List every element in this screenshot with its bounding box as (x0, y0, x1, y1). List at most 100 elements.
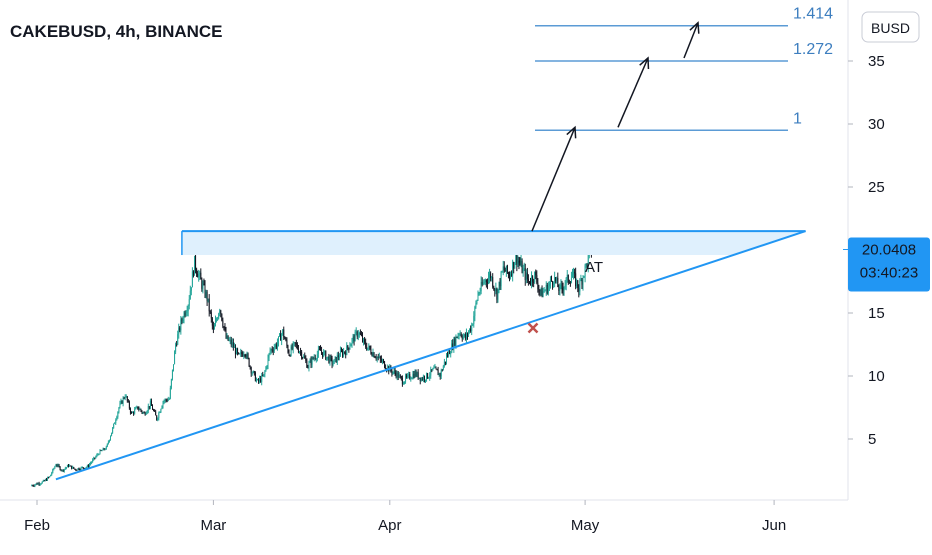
candle-body (263, 374, 265, 376)
candle-body (150, 400, 152, 406)
price-tick-label: 15 (868, 305, 885, 322)
candle-body (291, 346, 293, 350)
candle-body (144, 413, 146, 415)
candle-body (357, 334, 359, 337)
candle-body (574, 271, 576, 274)
arrow-head-icon (689, 21, 700, 34)
candle-body (462, 336, 464, 339)
candle-body (441, 370, 443, 372)
candle-body (218, 313, 220, 319)
candle-body (406, 375, 408, 377)
currency-badge[interactable] (861, 11, 920, 43)
candle-body (335, 356, 337, 363)
candle-body (336, 355, 338, 363)
candle-body (51, 472, 53, 475)
time-axis[interactable]: Feb Mar Apr May Jun (24, 500, 786, 534)
candle-body (164, 399, 166, 402)
candle-body (156, 415, 158, 421)
candle-body (326, 357, 328, 360)
candle-body (456, 336, 458, 338)
candle-body (242, 354, 244, 357)
candle-body (356, 331, 358, 337)
candle-body (442, 366, 444, 371)
candle-body (42, 480, 44, 482)
candle-body (305, 358, 307, 361)
candle-body (355, 331, 357, 333)
arrow-shaft (617, 57, 649, 128)
candle-body (396, 372, 398, 377)
candle-body (121, 400, 123, 404)
candle-body (299, 351, 300, 353)
candle-body (162, 401, 164, 407)
candle-body (155, 411, 157, 416)
candle-body (68, 465, 69, 467)
candle-body (284, 337, 286, 340)
candle-body (302, 357, 304, 359)
candle-body (366, 346, 368, 350)
candle-body (217, 318, 219, 320)
candle-body (159, 412, 161, 414)
candle-body (413, 373, 415, 378)
candle-body (203, 283, 205, 285)
candle-body (190, 287, 192, 291)
candle-body (313, 357, 315, 359)
candle-body (538, 289, 540, 291)
candle-body (254, 372, 256, 382)
candle-body (264, 371, 266, 375)
candle-body (552, 281, 554, 285)
candle-body (461, 336, 463, 339)
candle-body (582, 276, 584, 285)
candle-body (253, 371, 255, 373)
candle-body (58, 464, 60, 467)
candle-body (143, 412, 145, 414)
candle-body (204, 284, 206, 297)
candle-body (393, 370, 395, 372)
candle-body (188, 299, 190, 306)
candle-body (194, 255, 195, 276)
candle-body (103, 448, 105, 450)
candle-body (244, 354, 246, 356)
candle-body (272, 350, 274, 352)
candle-body (285, 339, 287, 341)
support-trendline[interactable] (55, 230, 806, 481)
candle-body (479, 291, 481, 294)
candle-body (459, 333, 461, 335)
candle-body (411, 378, 413, 380)
candle-body (207, 298, 209, 301)
candle-body (180, 319, 182, 331)
price-axis[interactable]: 5101520253035 (848, 53, 885, 448)
candle-body (432, 368, 434, 371)
candle-body (271, 349, 273, 351)
candle-body (168, 398, 170, 400)
candle-body (200, 272, 202, 280)
candle-body (282, 329, 284, 335)
candle-body (70, 465, 72, 467)
candle-body (255, 379, 257, 382)
candle-body (239, 353, 241, 355)
candle-body (434, 367, 436, 369)
candle-body (208, 298, 210, 312)
candle-body (216, 319, 218, 321)
candle-body (545, 284, 547, 291)
candle-body (101, 450, 103, 452)
candle-body (135, 407, 137, 410)
candle-body (342, 351, 344, 356)
candle-body (301, 351, 303, 358)
candle-body (488, 277, 489, 284)
candle-body (243, 354, 245, 357)
candle-body (60, 469, 62, 471)
candle-body (265, 367, 267, 372)
candle-body (316, 354, 318, 359)
candle-body (439, 373, 441, 377)
candle-body (79, 469, 81, 471)
candle-body (181, 319, 183, 321)
candle-body (125, 396, 127, 398)
candle-body (107, 441, 109, 444)
resistance-zone[interactable] (181, 231, 806, 256)
candle-body (408, 374, 410, 376)
candle-body (497, 288, 499, 300)
candle-body (116, 416, 118, 420)
candle-body (579, 280, 581, 292)
candle-body (61, 469, 63, 471)
